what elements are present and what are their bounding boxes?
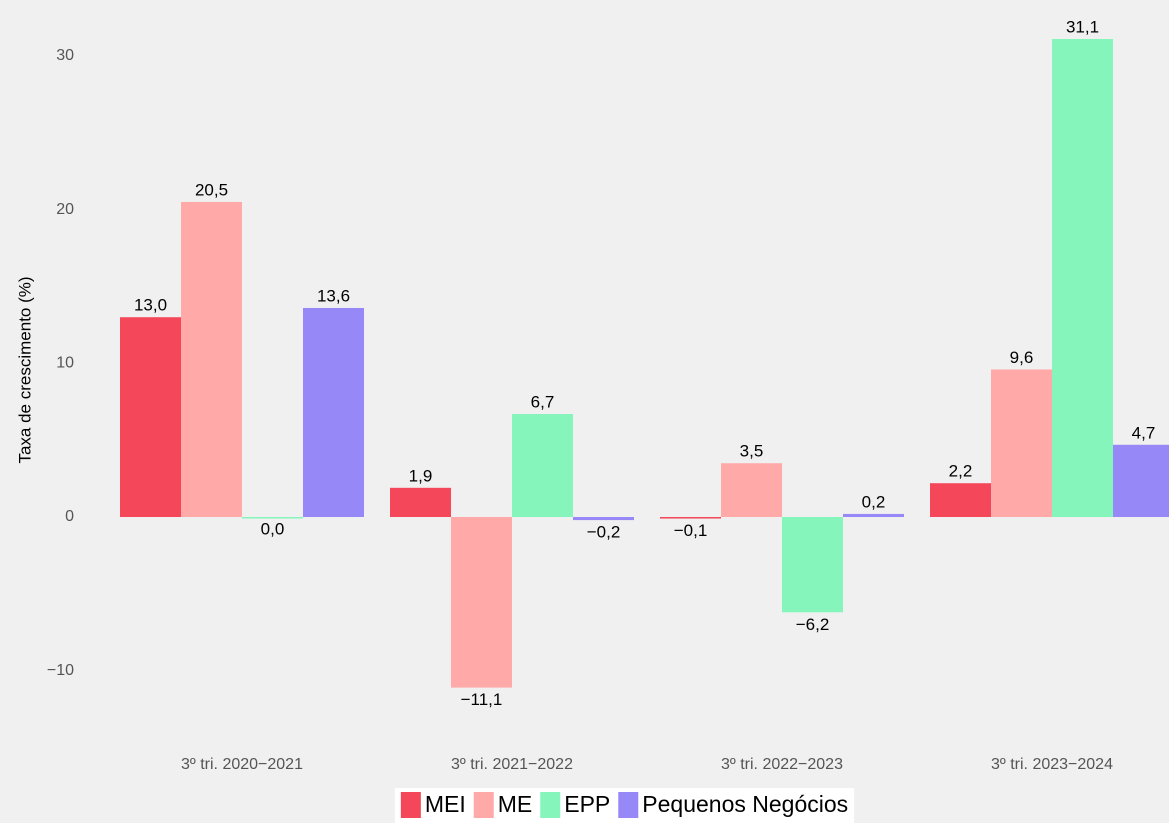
- bar: [843, 513, 904, 518]
- bar: [930, 483, 991, 518]
- value-label: 20,5: [195, 180, 228, 199]
- bar: [1052, 39, 1113, 518]
- legend-label: ME: [498, 791, 533, 817]
- value-label: 0,0: [261, 519, 285, 538]
- value-label: 2,2: [949, 462, 973, 481]
- value-label: −11,1: [461, 690, 503, 709]
- value-label: 1,9: [409, 466, 433, 485]
- x-tick-label: 3º tri. 2023−2024: [991, 756, 1113, 773]
- bar: [451, 517, 512, 688]
- legend-label: Pequenos Negócios: [642, 791, 848, 817]
- bar: [512, 414, 573, 518]
- y-tick-label: 30: [56, 47, 74, 64]
- value-label: 0,2: [862, 492, 886, 511]
- legend-swatch: [618, 792, 639, 818]
- value-label: 13,6: [317, 286, 350, 305]
- y-tick-label: 20: [56, 201, 74, 218]
- value-label: 3,5: [740, 442, 764, 461]
- x-tick-label: 3º tri. 2020−2021: [181, 756, 303, 773]
- y-tick-label: 0: [65, 508, 74, 525]
- bar: [721, 463, 782, 518]
- y-tick-label: 10: [56, 355, 74, 372]
- legend-swatch: [540, 792, 561, 818]
- legend-swatch: [400, 792, 421, 818]
- y-axis-title: Taxa de crescimento (%): [15, 276, 34, 463]
- bar: [390, 487, 451, 518]
- bar: [120, 317, 181, 518]
- x-tick-label: 3º tri. 2021−2022: [451, 756, 573, 773]
- x-tick-label: 3º tri. 2022−2023: [721, 756, 843, 773]
- bar: [242, 517, 303, 519]
- value-label: −0,1: [674, 521, 708, 540]
- bar: [303, 307, 364, 518]
- value-label: 9,6: [1010, 348, 1034, 367]
- bar: [181, 201, 242, 518]
- value-label: 6,7: [531, 393, 555, 412]
- y-tick-label: −10: [47, 662, 74, 679]
- legend-label: MEI: [425, 791, 466, 817]
- value-label: 4,7: [1132, 423, 1156, 442]
- bar: [782, 517, 843, 613]
- bar: [573, 517, 634, 521]
- bar: [1113, 444, 1169, 518]
- value-label: −0,2: [587, 523, 621, 542]
- value-label: −6,2: [796, 615, 830, 634]
- legend-label: EPP: [564, 791, 610, 817]
- value-label: 31,1: [1066, 18, 1099, 37]
- legend-swatch: [473, 792, 494, 818]
- bar: [660, 517, 721, 519]
- value-label: 13,0: [134, 296, 167, 315]
- bar: [991, 369, 1052, 518]
